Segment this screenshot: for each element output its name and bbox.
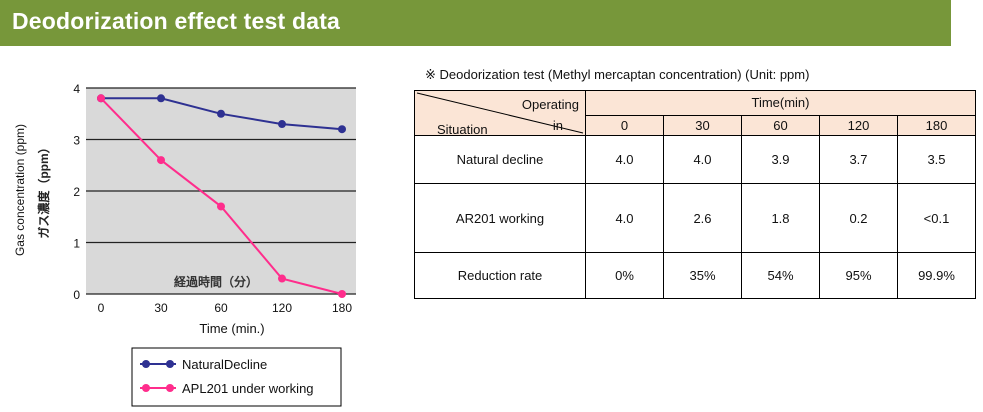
data-point: [217, 202, 225, 211]
table-cell: 4.0: [585, 183, 664, 253]
legend-marker: [166, 360, 174, 368]
table-note: ※ Deodorization test (Methyl mercaptan c…: [425, 67, 810, 82]
data-point: [278, 120, 286, 129]
data-point: [157, 156, 165, 165]
data-point: [338, 290, 346, 298]
data-point: [338, 125, 346, 134]
table-row: AR201 working 4.0 2.6 1.8 0.2 <0.1: [414, 183, 976, 253]
legend-label: APL201 under working: [182, 381, 314, 396]
legend-marker: [142, 384, 150, 392]
x-tick-label: 120: [272, 301, 292, 315]
data-point: [157, 94, 165, 103]
y-tick-label: 1: [73, 237, 80, 251]
y-axis-label: Gas concentration (ppm): [13, 124, 27, 256]
chart: 0 1 2 3 4 0 30 60 120 180 経過時間（分） Time (min.) Gas co…: [13, 82, 356, 407]
table-row: Reduction rate 0% 35% 54% 95% 99.9%: [414, 252, 976, 299]
title-banner: Deodorization effect test data: [0, 0, 951, 46]
table-cell: 99.9%: [897, 252, 976, 299]
x-tick-label: 60: [214, 301, 228, 315]
y-tick-label: 0: [73, 288, 80, 302]
y-tick-label: 4: [73, 82, 80, 96]
table-cell: <0.1: [897, 183, 976, 253]
y-tick-label: 2: [73, 185, 80, 199]
corner-situation: Situation: [437, 122, 488, 137]
column-header: 30: [663, 114, 742, 137]
table-cell: 54%: [741, 252, 820, 299]
table-cell: 1.8: [741, 183, 820, 253]
time-header: Time(min): [585, 90, 976, 116]
legend-marker: [166, 384, 174, 392]
x-tick-label: 30: [154, 301, 168, 315]
table-cell: 95%: [819, 252, 898, 299]
column-header: 60: [741, 114, 820, 137]
table-row: Natural decline 4.0 4.0 3.9 3.7 3.5: [414, 135, 976, 184]
chart-annotation: 経過時間（分）: [174, 274, 258, 289]
legend-box: [131, 347, 342, 407]
table-cell: 2.6: [663, 183, 742, 253]
table-cell: 4.0: [663, 135, 742, 184]
table-cell: 0.2: [819, 183, 898, 253]
x-axis-label: Time (min.): [199, 321, 264, 336]
legend-marker: [142, 360, 150, 368]
corner-in: in: [552, 118, 563, 133]
table-cell: 3.5: [897, 135, 976, 184]
corner-operating: Operating: [521, 97, 579, 112]
table-cell: 4.0: [585, 135, 664, 184]
y-axis-label-jp: ガス濃度（ppm）: [36, 141, 51, 238]
page-title: Deodorization effect test data: [12, 8, 341, 34]
legend-label: NaturalDecline: [182, 357, 267, 372]
x-tick-label: 180: [332, 301, 352, 315]
row-label: Reduction rate: [414, 252, 586, 299]
row-label: Natural decline: [414, 135, 586, 184]
column-header: 0: [585, 114, 664, 137]
row-label: AR201 working: [414, 183, 586, 253]
table-cell: 0%: [585, 252, 664, 299]
column-header: 180: [897, 114, 976, 137]
table-cell: 3.7: [819, 135, 898, 184]
table-cell: 35%: [663, 252, 742, 299]
y-tick-label: 3: [73, 134, 80, 148]
data-table: Operating in Situation Time(min) 0 30 60…: [414, 90, 976, 299]
data-point: [97, 94, 105, 103]
corner-cell: Operating in Situation: [414, 90, 586, 137]
column-header: 120: [819, 114, 898, 137]
x-tick-label: 0: [98, 301, 105, 315]
table-cell: 3.9: [741, 135, 820, 184]
data-point: [278, 274, 286, 283]
data-point: [217, 109, 225, 118]
